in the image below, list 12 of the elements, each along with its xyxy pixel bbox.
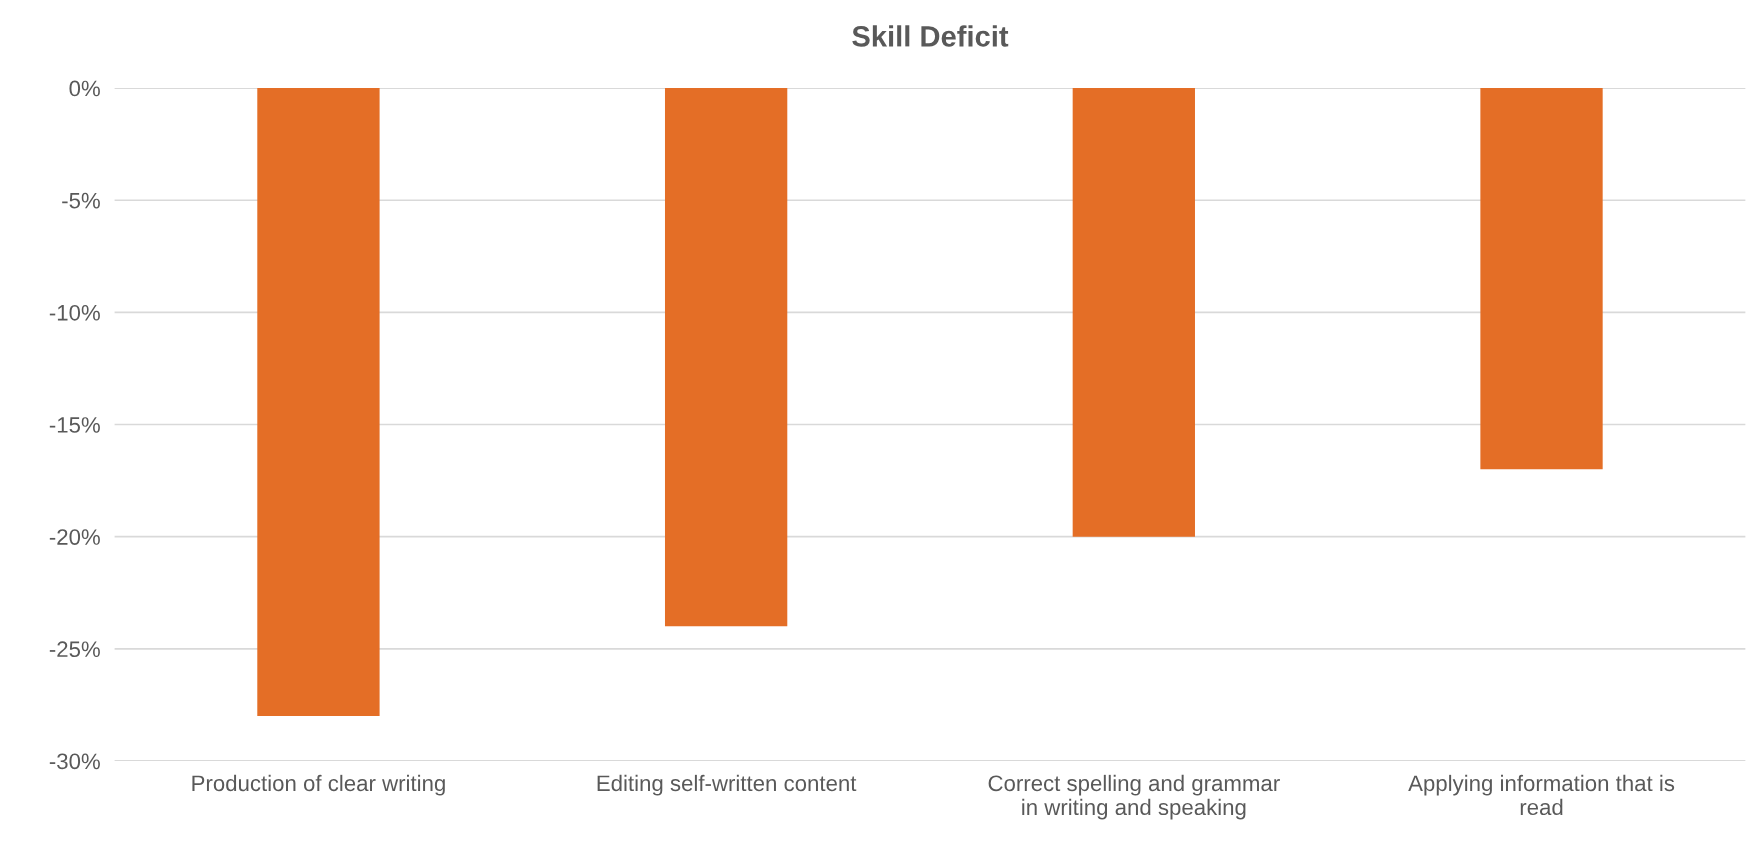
y-tick-label: -10% [49,304,100,321]
y-tick-label: -30% [49,753,100,770]
y-tick-label: -25% [49,641,100,658]
y-tick-label: -5% [62,192,100,209]
chart-title: Skill Deficit [852,25,1009,47]
x-tick-label: Correct spelling and grammar in writing and speaking [988,774,1280,820]
x-tick-label: Production of clear writing [192,774,445,796]
y-tick-label: 0% [69,80,100,97]
y-tick-label: -20% [49,529,100,545]
y-tick-label: -15% [49,417,100,433]
x-tick-label: Applying information that is read [1408,774,1675,816]
x-tick-label: Editing self-written content [597,774,857,796]
